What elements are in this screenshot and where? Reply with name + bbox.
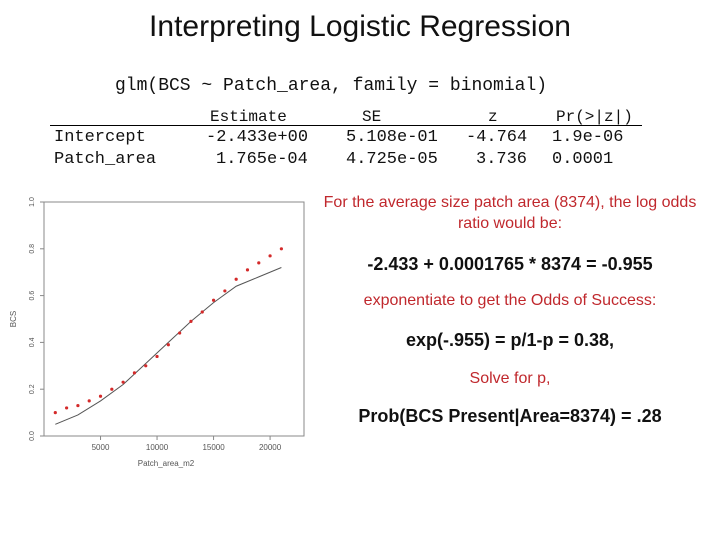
result-line: Prob(BCS Present|Area=8374) = .28 bbox=[358, 406, 662, 426]
fitted-point-18 bbox=[257, 261, 261, 265]
header-pvalue: Pr(>|z|) bbox=[556, 108, 633, 126]
header-z: z bbox=[488, 108, 498, 126]
observed-points bbox=[55, 267, 282, 425]
x-tick-label-2: 15000 bbox=[202, 443, 225, 452]
exponentiate-step: exponentiate to get the Odds of Success: bbox=[363, 292, 657, 309]
fitted-point-9 bbox=[155, 354, 159, 359]
header-se: SE bbox=[362, 108, 382, 126]
table-rule bbox=[50, 125, 642, 126]
fitted-point-20 bbox=[279, 247, 283, 251]
row-estimate-intercept: -2.433e+00 bbox=[206, 128, 309, 147]
solve-step: Solve for p, bbox=[469, 370, 551, 387]
fitted-point-14 bbox=[211, 298, 216, 302]
fitted-point-17 bbox=[245, 268, 250, 272]
y-tick-label-0: 0.0 bbox=[29, 431, 36, 441]
fitted-point-8 bbox=[144, 364, 148, 368]
row-p-intercept: 1.9e-06 bbox=[552, 128, 624, 147]
x-tick-label-3: 20000 bbox=[259, 443, 282, 452]
fitted-point-12 bbox=[189, 319, 193, 323]
row-name-intercept: Intercept bbox=[54, 128, 146, 147]
fitted-point-3 bbox=[87, 399, 91, 403]
slide-title: Interpreting Logistic Regression bbox=[149, 10, 571, 43]
fitted-point-2 bbox=[76, 403, 80, 408]
fitted-point-0 bbox=[53, 411, 57, 415]
logistic-plot: 0.0 0.2 0.4 0.6 0.8 1.0 5000 10000 15000 20000 B… bbox=[6, 188, 314, 474]
calculation-line: -2.433 + 0.0001765 * 8374 = -0.955 bbox=[367, 254, 653, 274]
y-tick-label-5: 1.0 bbox=[29, 197, 36, 207]
y-axis-label: BCS bbox=[9, 311, 18, 327]
row-se-patch-area: 4.725e-05 bbox=[346, 150, 438, 169]
explanation-intro: For the average size patch area (8374), … bbox=[323, 194, 697, 232]
y-tick-label-4: 0.8 bbox=[29, 244, 36, 254]
row-estimate-patch-area: 1.765e-04 bbox=[216, 150, 308, 169]
fitted-point-1 bbox=[65, 406, 69, 410]
exp-line: exp(-.955) = p/1-p = 0.38, bbox=[405, 330, 615, 350]
fitted-point-16 bbox=[234, 277, 238, 281]
x-tick-label-1: 10000 bbox=[146, 443, 169, 452]
x-axis: 5000 10000 15000 20000 bbox=[92, 436, 282, 452]
fitted-point-7 bbox=[132, 371, 137, 375]
observed-line bbox=[55, 267, 282, 425]
y-axis: 0.0 0.2 0.4 0.6 0.8 1.0 bbox=[29, 197, 44, 441]
header-estimate: Estimate bbox=[210, 108, 287, 126]
fitted-point-6 bbox=[121, 380, 125, 384]
glm-formula: glm(BCS ~ Patch_area, family = binomial) bbox=[115, 76, 548, 96]
row-name-patch-area: Patch_area bbox=[54, 150, 157, 169]
row-z-intercept: -4.764 bbox=[466, 128, 528, 147]
fitted-point-10 bbox=[166, 343, 170, 347]
y-tick-label-2: 0.4 bbox=[29, 337, 36, 347]
y-tick-label-3: 0.6 bbox=[29, 291, 36, 301]
x-axis-label: Patch_area_m2 bbox=[138, 459, 195, 468]
fitted-point-5 bbox=[110, 387, 114, 391]
fitted-point-15 bbox=[223, 289, 227, 293]
row-z-patch-area: 3.736 bbox=[476, 150, 528, 169]
x-tick-label-0: 5000 bbox=[92, 443, 110, 452]
fitted-points bbox=[53, 247, 283, 415]
fitted-point-4 bbox=[98, 394, 103, 398]
fitted-point-13 bbox=[200, 310, 204, 314]
y-tick-label-1: 0.2 bbox=[29, 384, 36, 394]
fitted-point-11 bbox=[178, 331, 182, 335]
row-p-patch-area: 0.0001 bbox=[552, 150, 614, 169]
row-se-intercept: 5.108e-01 bbox=[346, 128, 438, 147]
plot-frame bbox=[43, 201, 305, 437]
fitted-point-19 bbox=[268, 254, 272, 258]
